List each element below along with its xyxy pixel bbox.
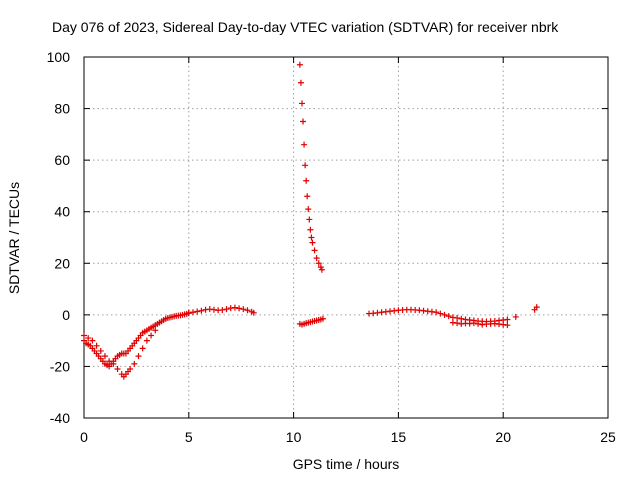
- series-early-dip: [81, 310, 192, 370]
- data-point: [135, 353, 142, 360]
- data-point: [454, 320, 461, 327]
- x-tick-label: 10: [286, 429, 302, 445]
- data-point: [319, 315, 326, 322]
- y-tick-label: 40: [54, 204, 70, 220]
- y-tick-label: -40: [50, 410, 70, 426]
- data-point: [106, 358, 113, 365]
- data-point: [533, 304, 540, 311]
- data-points: [81, 61, 540, 380]
- x-tick-label: 0: [80, 429, 88, 445]
- data-point: [315, 260, 322, 267]
- data-point: [306, 216, 313, 223]
- data-point: [470, 320, 477, 327]
- data-point: [152, 327, 159, 334]
- data-point: [231, 304, 238, 311]
- data-point: [114, 366, 121, 373]
- data-point: [89, 337, 96, 344]
- series-afternoon-lower: [449, 319, 511, 329]
- plot-frame: [83, 56, 609, 419]
- data-point: [198, 307, 205, 314]
- data-point: [194, 308, 201, 315]
- axis-ticks: [83, 56, 609, 419]
- y-axis-label: SDTVAR / TECUs: [6, 182, 22, 294]
- y-axis-tick-labels: -40 -20 0 20 40 60 80 100: [47, 49, 71, 426]
- data-point: [223, 306, 230, 313]
- data-point: [309, 239, 316, 246]
- data-point: [110, 360, 117, 367]
- x-tick-label: 15: [391, 429, 407, 445]
- x-axis-label: GPS time / hours: [293, 456, 400, 472]
- y-tick-label: 80: [54, 101, 70, 117]
- data-point: [303, 177, 310, 184]
- y-tick-label: 20: [54, 255, 70, 271]
- data-point: [433, 309, 440, 316]
- data-point: [437, 310, 444, 317]
- y-tick-label: 60: [54, 152, 70, 168]
- data-point: [300, 118, 307, 125]
- data-point: [512, 313, 519, 320]
- data-point: [301, 141, 308, 148]
- data-point: [454, 314, 461, 321]
- data-point: [308, 234, 315, 241]
- series-morning-plateau: [185, 304, 257, 316]
- data-point: [148, 332, 155, 339]
- data-point: [81, 332, 87, 339]
- data-point: [313, 255, 320, 262]
- x-tick-label: 25: [600, 429, 616, 445]
- data-point: [441, 311, 448, 318]
- data-point: [458, 315, 465, 322]
- data-point: [85, 335, 92, 342]
- data-point: [297, 79, 304, 86]
- data-point: [305, 206, 312, 213]
- y-tick-label: 0: [62, 307, 70, 323]
- chart-title: Day 076 of 2023, Sidereal Day-to-day VTE…: [52, 19, 559, 35]
- data-point: [101, 353, 108, 360]
- data-point: [127, 366, 134, 373]
- data-point: [143, 337, 150, 344]
- data-point: [250, 309, 257, 316]
- data-point: [304, 193, 311, 200]
- y-tick-label: -20: [50, 358, 70, 374]
- x-axis-tick-labels: 0 5 10 15 20 25: [80, 429, 616, 445]
- data-point: [219, 306, 226, 313]
- y-tick-label: 100: [47, 49, 71, 65]
- data-point: [240, 306, 247, 313]
- series-spike: [296, 61, 325, 273]
- x-tick-label: 20: [495, 429, 511, 445]
- data-point: [244, 307, 251, 314]
- series-early-dip-lower: [81, 327, 159, 380]
- series-afternoon: [366, 304, 540, 325]
- data-point: [318, 266, 325, 273]
- data-point: [504, 322, 511, 329]
- data-point: [475, 320, 482, 327]
- data-point: [298, 100, 305, 107]
- data-point: [93, 342, 100, 349]
- data-point: [236, 305, 243, 312]
- data-point: [504, 316, 511, 323]
- data-point: [311, 247, 318, 254]
- x-tick-label: 5: [185, 429, 193, 445]
- data-point: [307, 226, 314, 233]
- data-point: [189, 309, 196, 316]
- grid: [84, 57, 608, 418]
- series-spike-base: [296, 315, 326, 328]
- data-point: [445, 313, 452, 320]
- data-point: [139, 345, 146, 352]
- data-point: [302, 162, 309, 169]
- data-point: [131, 360, 138, 367]
- data-point: [97, 347, 104, 354]
- data-point: [296, 61, 303, 68]
